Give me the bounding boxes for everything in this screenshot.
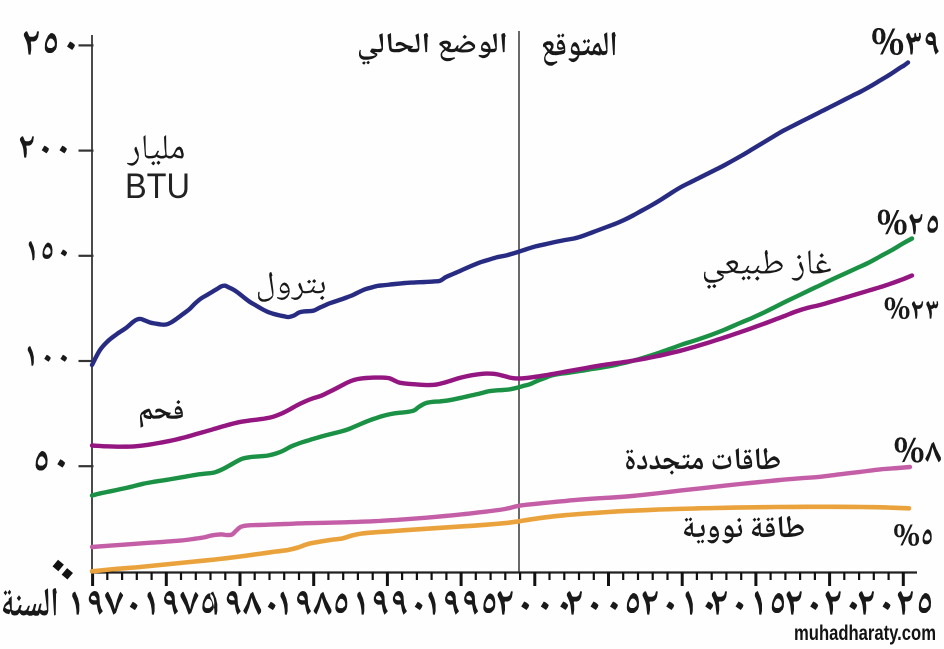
svg-text:BTU: BTU (125, 167, 190, 206)
svg-text:muhadharaty.com: muhadharaty.com (794, 622, 936, 645)
